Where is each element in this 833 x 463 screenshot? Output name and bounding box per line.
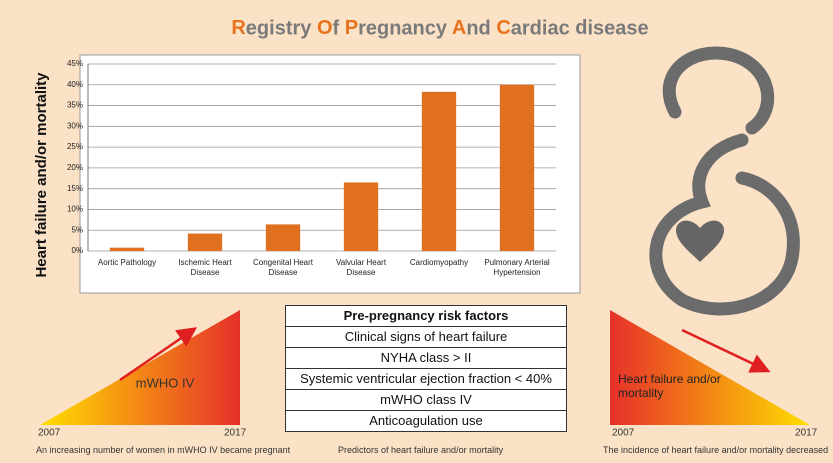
x-tick-label: Cardiomyopathy (401, 258, 477, 268)
y-tick-label: 20% (67, 163, 83, 172)
chart-title: Registry Of Pregnancy And Cardiac diseas… (231, 17, 648, 39)
y-tick-label: 15% (67, 184, 83, 193)
table-row: NYHA class > II (286, 347, 566, 368)
table-header: Pre-pregnancy risk factors (286, 306, 566, 326)
bar (266, 224, 300, 251)
y-tick-label: 10% (67, 205, 83, 214)
panel-label: mWHO IV (136, 375, 195, 390)
y-tick-label: 35% (67, 101, 83, 110)
y-tick-label: 45% (67, 59, 83, 68)
caption: Predictors of heart failure and/or morta… (338, 445, 503, 455)
x-tick-label: Congenital Heart Disease (245, 258, 321, 278)
year: 2007 (612, 428, 635, 439)
infographic: Registry Of Pregnancy And Cardiac diseas… (0, 0, 833, 463)
y-tick-label: 40% (67, 80, 83, 89)
y-tick-label: 25% (67, 142, 83, 151)
risk-table: Pre-pregnancy risk factors Clinical sign… (285, 305, 567, 432)
heart-icon (676, 221, 724, 262)
pregnant-silhouette (656, 53, 794, 309)
x-tick-label: Valvular Heart Disease (323, 258, 399, 278)
year: 2017 (224, 428, 247, 439)
panel-label: Heart failure and/or mortality (618, 372, 728, 400)
bar (188, 234, 222, 251)
x-tick-label: Ischemic Heart Disease (167, 258, 243, 278)
y-axis-label: Heart failure and/or mortality (33, 72, 50, 278)
table-row: Anticoagulation use (286, 410, 566, 431)
y-tick-label: 0% (71, 246, 83, 255)
table-row: mWHO class IV (286, 389, 566, 410)
bar (110, 248, 144, 251)
table-row: Systemic ventricular ejection fraction <… (286, 368, 566, 389)
bar (344, 182, 378, 251)
x-tick-label: Aortic Pathology (89, 258, 165, 268)
table-row: Clinical signs of heart failure (286, 326, 566, 347)
caption: An increasing number of women in mWHO IV… (36, 445, 290, 455)
year: 2007 (38, 428, 61, 439)
caption: The incidence of heart failure and/or mo… (603, 445, 828, 455)
bar (500, 85, 534, 251)
year: 2017 (795, 428, 818, 439)
x-tick-label: Pulmonary Arterial Hypertension (479, 258, 555, 278)
y-tick-label: 5% (71, 225, 83, 234)
bar (422, 92, 456, 251)
y-tick-label: 30% (67, 121, 83, 130)
trend-triangle (610, 310, 810, 425)
